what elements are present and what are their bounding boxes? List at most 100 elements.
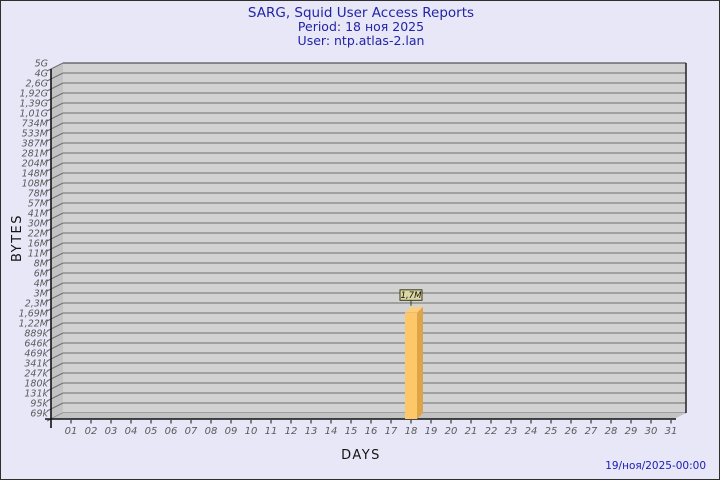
y-axis-tick-label: 131k	[24, 389, 48, 400]
y-axis-tick-label: 1,01G	[19, 109, 48, 120]
y-axis-tick-label: 1,39G	[19, 99, 48, 110]
x-axis-tick-label: 15	[345, 426, 358, 437]
y-axis-tick	[46, 302, 64, 312]
x-axis-tick-label: 25	[545, 426, 558, 437]
x-axis-tick-label: 16	[365, 426, 378, 437]
y-axis-tick-label: 1,92G	[19, 89, 48, 100]
plot-area	[63, 63, 686, 413]
bar-value-label-box	[399, 289, 423, 301]
y-axis-tick-label: 30M	[28, 219, 48, 230]
x-axis-tick-label: 21	[465, 426, 478, 437]
y-axis-tick	[46, 132, 64, 142]
x-axis-tick-label: 01	[65, 426, 78, 437]
y-axis-tick	[46, 292, 64, 302]
y-axis-tick-label: 734M	[22, 119, 48, 130]
x-axis-tick-label: 05	[145, 426, 158, 437]
y-axis-tick-label: 108M	[22, 179, 48, 190]
y-axis-tick-label: 204M	[22, 159, 48, 170]
y-axis-tick	[46, 222, 64, 232]
x-axis-tick-label: 20	[445, 426, 458, 437]
x-axis-tick-label: 10	[245, 426, 258, 437]
y-axis-tick	[46, 112, 64, 122]
chart-title-block: SARG, Squid User Access Reports Period: …	[1, 5, 719, 48]
y-axis-tick-label: 469k	[24, 349, 48, 360]
x-axis-tick-label: 30	[645, 426, 658, 437]
y-axis-tick-label: 1,22M	[19, 319, 48, 330]
y-axis-tick	[46, 282, 64, 292]
y-axis-tick-label: 281M	[22, 149, 48, 160]
y-axis-tick	[46, 192, 64, 202]
data-bar	[405, 312, 417, 419]
y-axis-tick	[46, 62, 64, 72]
y-axis-tick-label: 1,69M	[19, 309, 48, 320]
x-axis-tick-label: 29	[625, 426, 638, 437]
y-axis-tick	[46, 242, 64, 252]
y-axis-tick	[46, 332, 64, 342]
y-axis-tick-label: 4G	[35, 69, 48, 80]
data-bar-top	[405, 306, 423, 313]
chart-user-line: User: ntp.atlas-2.lan	[297, 33, 425, 48]
chart-period-line: Period: 18 ноя 2025	[297, 19, 425, 34]
y-axis-tick	[46, 162, 64, 172]
y-axis-tick-label: 341k	[24, 359, 48, 370]
y-axis-tick	[46, 272, 64, 282]
y-axis-tick	[46, 212, 64, 222]
y-axis-tick	[46, 392, 64, 402]
y-axis-tick-label: 148M	[22, 169, 48, 180]
x-axis-tick-label: 08	[205, 426, 218, 437]
y-axis-tick	[46, 82, 64, 92]
y-axis-tick-label: 22M	[28, 229, 48, 240]
y-axis-tick	[46, 102, 64, 112]
y-axis-tick	[46, 122, 64, 132]
y-axis-tick	[46, 232, 64, 242]
x-axis-tick-label: 14	[325, 426, 338, 437]
bar-value-label: 1,7M	[401, 291, 423, 301]
y-axis-tick-label: 180k	[24, 379, 48, 390]
y-axis-tick-label: 16M	[28, 239, 48, 250]
x-axis-tick-label: 23	[505, 426, 518, 437]
x-axis-tick-label: 12	[285, 426, 298, 437]
x-axis-title: DAYS	[341, 448, 381, 463]
y-axis-tick-label: 69k	[30, 409, 48, 420]
y-axis-tick	[46, 142, 64, 152]
y-axis-tick	[46, 152, 64, 162]
y-axis-tick-label: 2,3M	[25, 299, 48, 310]
x-axis-tick-label: 19	[425, 426, 438, 437]
y-axis-tick-label: 8M	[34, 259, 48, 270]
y-axis-tick-label: 4M	[34, 279, 48, 290]
y-axis-tick-label: 2,6G	[26, 79, 48, 90]
x-axis-tick-label: 24	[525, 426, 538, 437]
y-axis-tick	[46, 262, 64, 272]
y-axis-tick-label: 6M	[34, 269, 48, 280]
y-axis-tick	[46, 252, 64, 262]
x-axis-tick-label: 11	[265, 426, 278, 437]
y-axis-tick-label: 95k	[30, 399, 48, 410]
x-axis-tick-label: 17	[385, 426, 398, 437]
y-axis-tick-label: 889k	[24, 329, 48, 340]
y-axis-wall	[51, 63, 63, 419]
x-axis-tick-label: 04	[125, 426, 138, 437]
x-axis-tick-label: 31	[665, 426, 678, 437]
y-axis-tick-label: 78M	[28, 189, 48, 200]
chart-floor	[51, 413, 686, 419]
y-axis-title: BYTES	[10, 214, 25, 262]
y-axis-tick-label: 247k	[24, 369, 48, 380]
y-axis-tick-label: 533M	[22, 129, 48, 140]
y-axis-tick	[46, 352, 64, 362]
y-axis-tick-label: 3M	[34, 289, 48, 300]
y-axis-tick-label: 387M	[22, 139, 48, 150]
x-axis-tick-label: 13	[305, 426, 318, 437]
report-timestamp: 19/ноя/2025-00:00	[605, 460, 706, 472]
x-axis-tick-label: 28	[605, 426, 618, 437]
x-axis-tick-label: 09	[225, 426, 238, 437]
chart-title: SARG, Squid User Access Reports	[247, 5, 475, 21]
y-axis-tick	[46, 92, 64, 102]
y-axis-tick-label: 57M	[28, 199, 48, 210]
y-axis-tick	[46, 322, 64, 332]
x-axis-tick-label: 18	[405, 426, 418, 437]
y-axis-tick-label: 41M	[28, 209, 48, 220]
y-axis-tick	[46, 202, 64, 212]
y-axis-tick	[46, 402, 64, 412]
y-axis-tick	[46, 372, 64, 382]
